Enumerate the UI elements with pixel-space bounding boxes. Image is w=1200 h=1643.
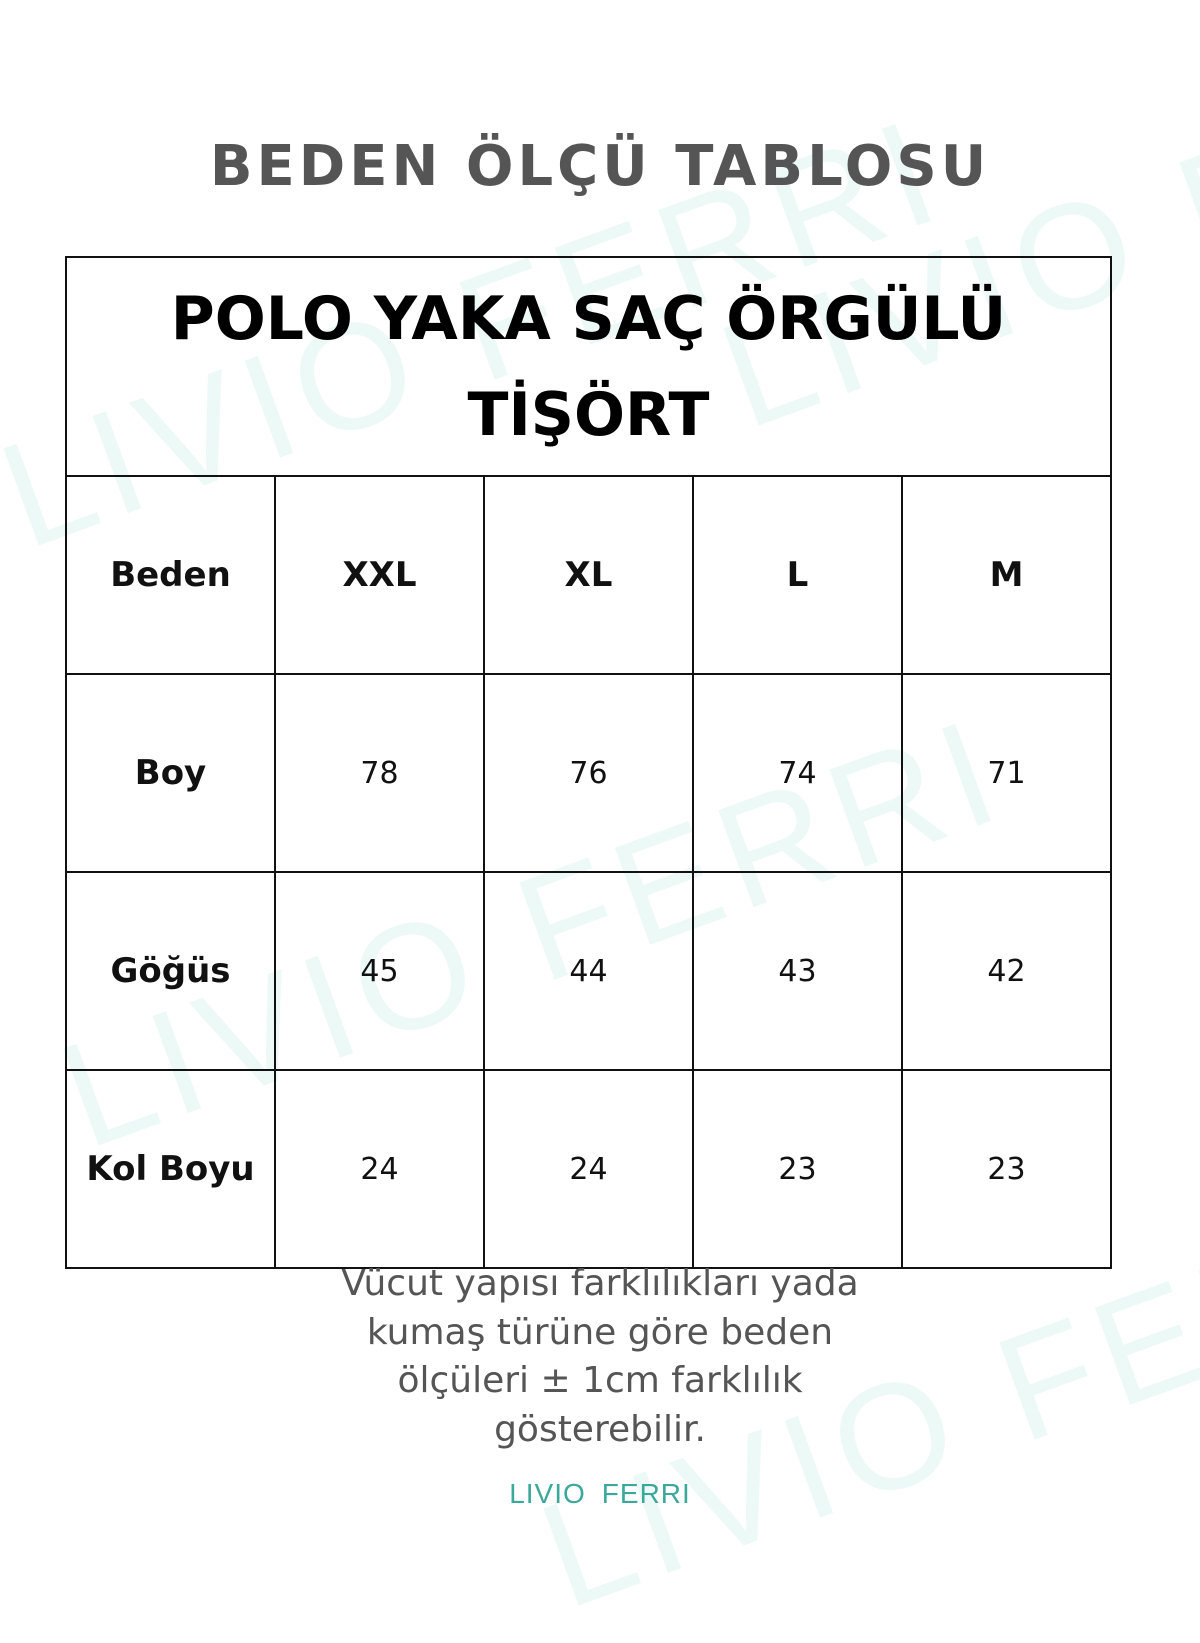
size-note: Vücut yapısı farklılıkları yada kumaş tü…	[341, 1263, 859, 1450]
table-header-row: Beden XXL XL L M	[65, 475, 1112, 675]
logo-word: FERRI	[601, 1478, 691, 1509]
table-cell: 24	[483, 1069, 694, 1269]
header-cell: XXL	[274, 475, 485, 675]
table-cell: 24	[274, 1069, 485, 1269]
table-cell: 44	[483, 871, 694, 1071]
table-cell: 78	[274, 673, 485, 873]
table-cell: 45	[274, 871, 485, 1071]
header-cell: Beden	[65, 475, 276, 675]
header-cell: M	[901, 475, 1112, 675]
page-title: BEDEN ÖLÇÜ TABLOSU	[209, 134, 991, 199]
row-label: Göğüs	[65, 871, 276, 1071]
table-row: Boy 78 76 74 71	[65, 673, 1112, 873]
header-cell: XL	[483, 475, 694, 675]
table-cell: 71	[901, 673, 1112, 873]
row-label: Boy	[65, 673, 276, 873]
table-cell: 43	[692, 871, 903, 1071]
table-cell: 76	[483, 673, 694, 873]
table-row: Göğüs 45 44 43 42	[65, 871, 1112, 1071]
brand-logo: LIVIO FERRI	[0, 1478, 1200, 1510]
table-cell: 74	[692, 673, 903, 873]
table-cell: 23	[901, 1069, 1112, 1269]
header-cell: L	[692, 475, 903, 675]
size-chart-table: POLO YAKA SAÇ ÖRGÜLÜ TİŞÖRT Beden XXL XL…	[65, 256, 1112, 1269]
table-cell: 23	[692, 1069, 903, 1269]
product-title: POLO YAKA SAÇ ÖRGÜLÜ TİŞÖRT	[65, 256, 1112, 477]
table-row: Kol Boyu 24 24 23 23	[65, 1069, 1112, 1269]
table-cell: 42	[901, 871, 1112, 1071]
row-label: Kol Boyu	[65, 1069, 276, 1269]
logo-word: LIVIO	[509, 1478, 586, 1509]
